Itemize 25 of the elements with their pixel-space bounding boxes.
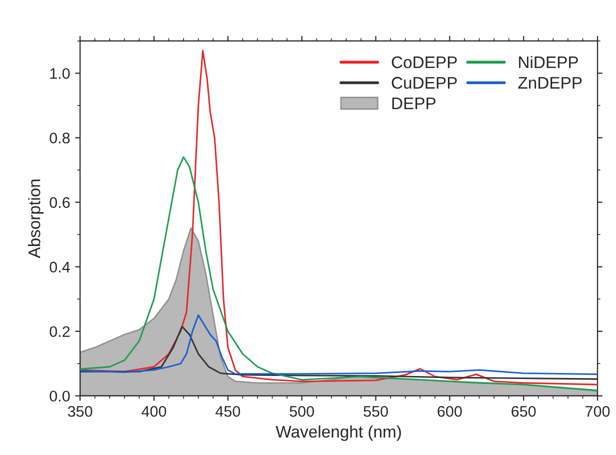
legend-label: CoDEPP [392,56,457,68]
y-tick-label: 0.4 [50,262,70,272]
line-series [80,326,598,380]
x-tick-label: 700 [586,406,610,417]
y-tick-label: 0.0 [50,390,70,402]
y-tick-label: 0.8 [50,132,70,144]
line-series [80,156,598,392]
x-tick-label: 350 [68,406,92,417]
x-tick-label: 600 [438,406,462,417]
legend-label: DEPP [392,98,436,110]
x-tick-label: 500 [290,406,314,417]
line-series [80,50,598,386]
line-series [80,314,598,375]
x-tick-label: 650 [512,406,536,417]
x-tick-label: 400 [142,406,166,417]
y-tick-label: 0.2 [50,326,70,338]
x-tick-label: 550 [364,406,388,417]
y-tick-label: 1.0 [50,68,70,79]
y-axis-title: Absorption [28,180,44,258]
x-axis-title: Wavelenght (nm) [276,425,401,441]
legend-label: NiDEPP [519,56,578,68]
legend-label: CuDEPP [392,76,457,89]
legend-label: ZnDEPP [518,77,582,89]
x-tick-label: 450 [216,406,240,417]
y-tick-label: 0.6 [50,197,70,208]
